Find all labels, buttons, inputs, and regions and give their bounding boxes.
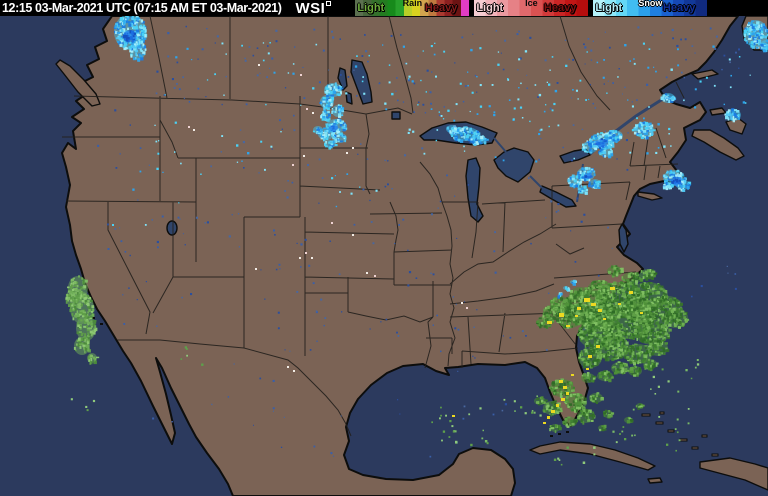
snow-heavy-label: Heavy: [662, 2, 696, 14]
heavy-rain-cells: [452, 287, 643, 424]
lake-huron: [493, 147, 535, 183]
florida-keys: [92, 317, 569, 437]
north-america-landmass: [61, 15, 739, 496]
snow-heavy-cores: [123, 30, 682, 187]
rain-light-label: Light: [357, 2, 385, 14]
wsi-logo-text: WSI: [295, 0, 326, 17]
snow-title: Snow: [638, 0, 663, 8]
coastline: [55, 15, 768, 496]
radar-map: [0, 13, 768, 496]
nova-scotia: [691, 129, 745, 161]
ice-gradient-bar: [474, 0, 589, 16]
ice-title: Ice: [525, 0, 538, 8]
lake-ontario: [559, 148, 591, 164]
snow-gradient-bar: [593, 0, 708, 16]
legend-snow: Light Snow Heavy: [593, 0, 708, 16]
lake-winnipegosis: [337, 67, 348, 91]
precipitation-legend: Light Rain Heavy Light Ice Heavy Light S…: [355, 0, 708, 16]
great-lakes: [166, 59, 669, 253]
header-bar: 12:15 03-Mar-2021 UTC (07:15 AM ET 03-Ma…: [0, 0, 768, 17]
rain-layer-california: [65, 275, 100, 365]
rain-speckles-gulf: [70, 346, 700, 466]
radar-map-svg: [55, 13, 768, 496]
lake-winnipeg: [350, 59, 373, 105]
prince-edward-island: [709, 107, 727, 116]
rain-title: Rain: [402, 0, 423, 8]
bahamas-islands: [641, 411, 719, 457]
snow-speckles: [112, 42, 751, 226]
legend-rain: Light Rain Heavy: [355, 0, 470, 16]
lake-michigan: [465, 157, 484, 223]
legend-ice: Light Ice Heavy: [474, 0, 589, 16]
cuba: [529, 441, 656, 471]
lake-of-the-woods: [391, 111, 401, 120]
wsi-logo: WSI: [295, 0, 332, 17]
anticosti-island: [691, 69, 719, 80]
vancouver-island: [55, 59, 101, 107]
rain-gradient-bar: [355, 0, 470, 16]
snow-light-label: Light: [595, 2, 623, 14]
light-flurry-flecks: [188, 64, 468, 372]
lake-erie: [539, 185, 577, 208]
wsi-trademark-square-icon: [326, 0, 332, 6]
long-island: [637, 191, 663, 201]
chesapeake-bay: [618, 223, 629, 253]
lake-manitoba: [345, 91, 353, 105]
ice-light-label: Light: [476, 2, 504, 14]
great-salt-lake: [166, 220, 178, 236]
timestamp: 12:15 03-Mar-2021 UTC (07:15 AM ET 03-Ma…: [2, 1, 282, 15]
jamaica: [647, 477, 663, 484]
ice-heavy-label: Heavy: [543, 2, 577, 14]
rain-heavy-label: Heavy: [424, 2, 458, 14]
hispaniola: [699, 457, 768, 491]
